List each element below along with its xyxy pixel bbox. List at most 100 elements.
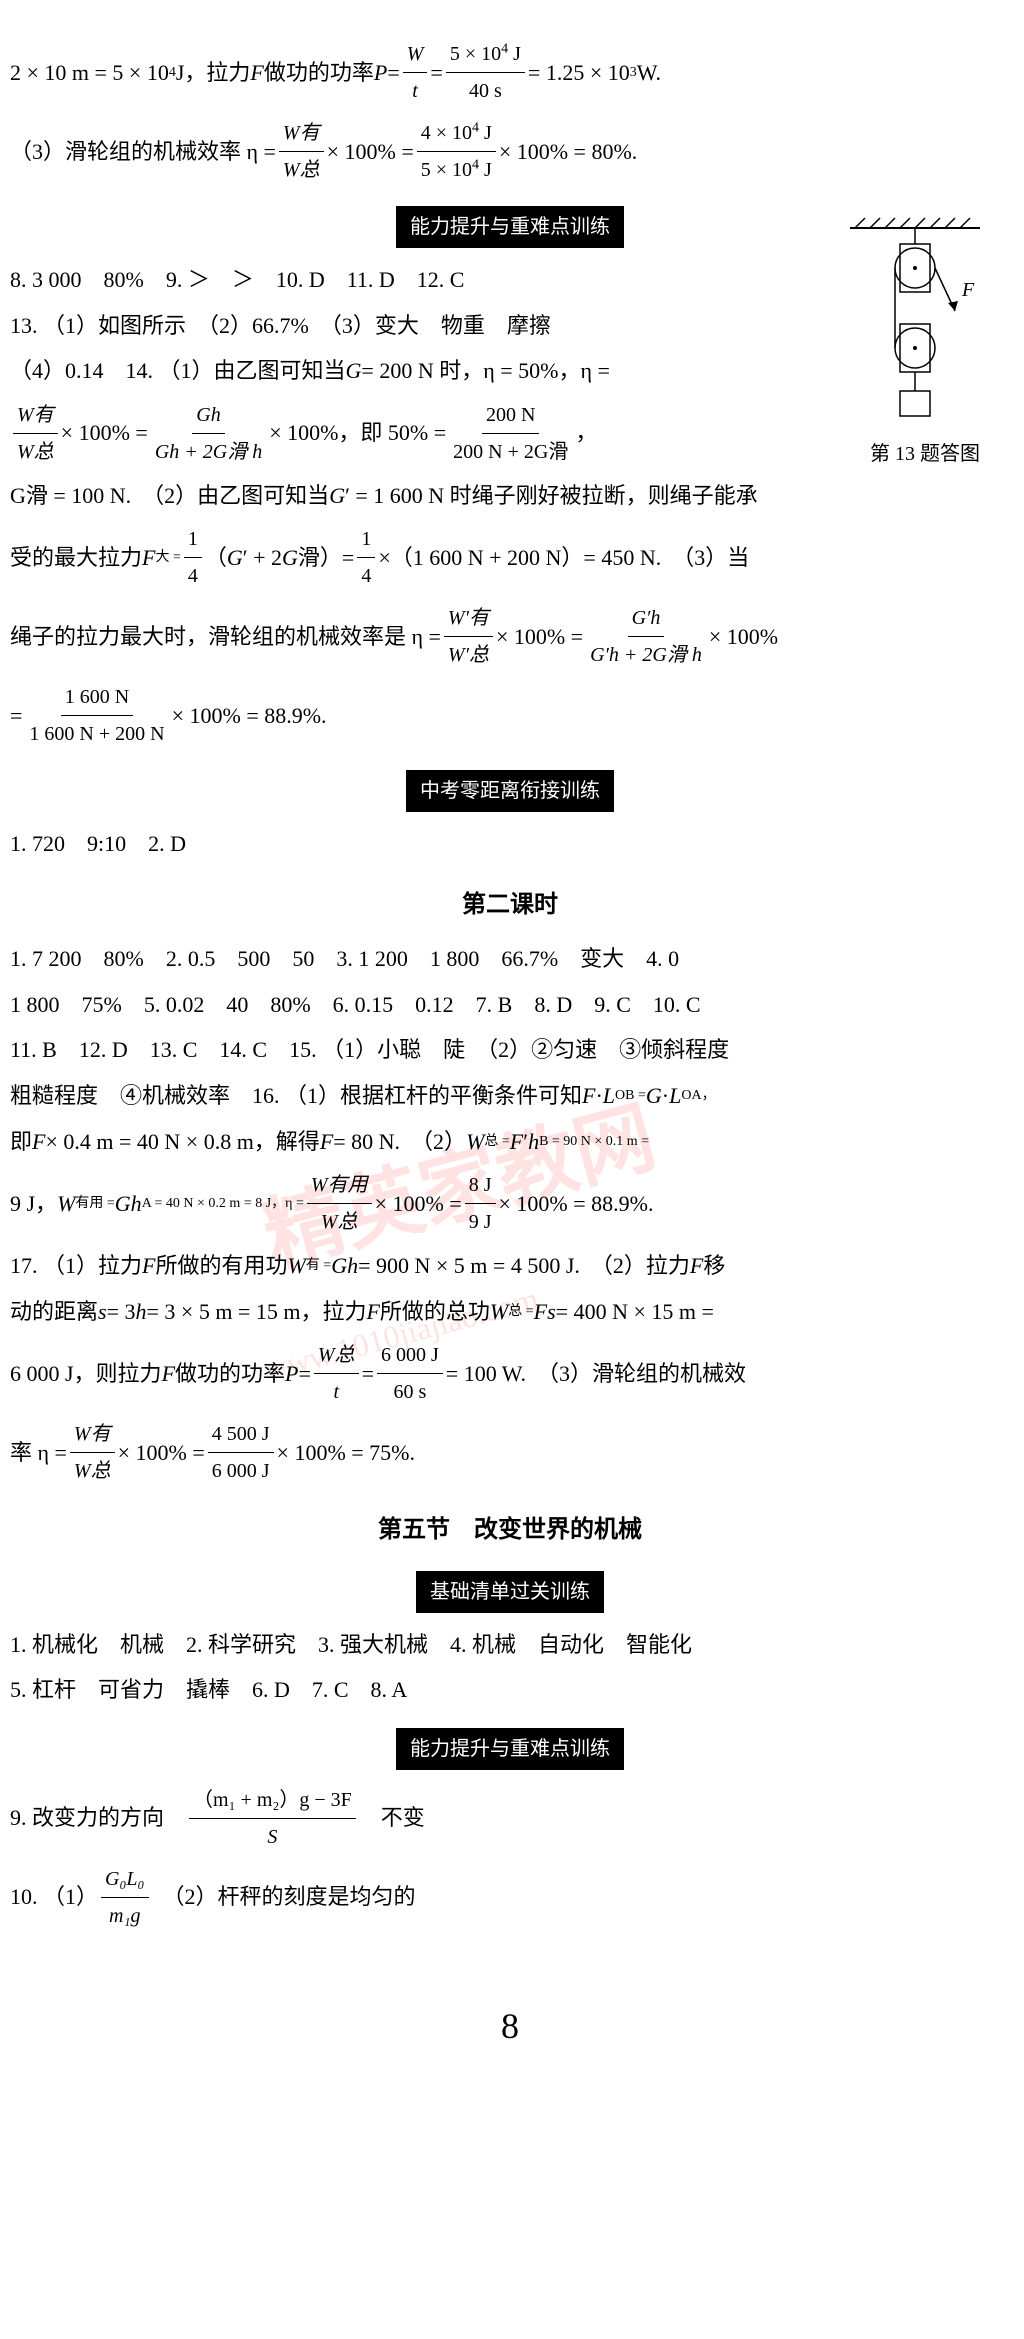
text: 率 η =	[10, 1433, 67, 1473]
var: F	[320, 1122, 333, 1162]
var: Gh	[115, 1184, 142, 1224]
den: t	[329, 1374, 343, 1410]
den: W总	[70, 1453, 115, 1489]
text: = 3	[107, 1292, 136, 1332]
den: 1 600 N + 200 N	[25, 716, 168, 752]
text: × 100%，即 50% =	[269, 413, 446, 453]
text-line: 17. （1）拉力 F 所做的有用功 W有 = Gh = 900 N × 5 m…	[10, 1246, 1010, 1286]
text: × 100%	[709, 617, 778, 657]
text: 移	[703, 1246, 725, 1286]
text: 即	[10, 1122, 32, 1162]
text-line: 率 η = W有W总 × 100% = 4 500 J6 000 J × 100…	[10, 1416, 1010, 1489]
text: ′ = 1 600 N 时绳子刚好被拉断，则绳子能承	[345, 476, 758, 516]
sub: 大 =	[155, 545, 180, 570]
text-line: 1. 机械化 机械 2. 科学研究 3. 强大机械 4. 机械 自动化 智能化	[10, 1625, 1010, 1665]
text-line: = 1 600 N1 600 N + 200 N × 100% = 88.9%.	[10, 679, 1010, 752]
den: 5 × 104 J	[417, 152, 496, 188]
var: F	[142, 538, 155, 578]
sub: A = 40 N × 0.2 m = 8 J，η =	[142, 1191, 304, 1216]
text: × 100% = 88.9%.	[499, 1184, 654, 1224]
sup: 3	[630, 60, 637, 85]
fraction: 4 × 104 J 5 × 104 J	[417, 115, 496, 188]
svg-text:F: F	[961, 279, 975, 301]
var: F	[366, 1292, 379, 1332]
text-line: 绳子的拉力最大时，滑轮组的机械效率是 η = W′有W′总 × 100% = G…	[10, 600, 1010, 673]
page-number: 8	[10, 1994, 1010, 2059]
num: Gh	[192, 397, 224, 434]
text: 17. （1）拉力	[10, 1246, 142, 1286]
den: 9 J	[465, 1204, 496, 1240]
num: 1	[357, 521, 375, 558]
num: W有	[70, 1416, 115, 1453]
num: 8 J	[465, 1167, 496, 1204]
den: t	[408, 73, 422, 109]
sub: 总 =	[508, 1299, 533, 1324]
var: F	[142, 1246, 155, 1286]
text: 受的最大拉力	[10, 538, 142, 578]
text-line: G滑 = 100 N. （2）由乙图可知当 G′ = 1 600 N 时绳子刚好…	[10, 476, 1010, 516]
section-box: 能力提升与重难点训练	[396, 206, 624, 248]
text: 所做的总功	[380, 1292, 490, 1332]
sup: 4	[472, 157, 479, 172]
text: ′ + 2	[243, 538, 282, 578]
text-line: 9. 改变力的方向 （m₁ + m₂）g − 3FS 不变	[10, 1782, 1010, 1855]
text-line: 5. 杠杆 可省力 撬棒 6. D 7. C 8. A	[10, 1670, 1010, 1710]
var: G	[227, 538, 243, 578]
num: W有	[13, 397, 58, 434]
sup: 4	[169, 60, 176, 85]
var: F	[32, 1122, 45, 1162]
text: J	[479, 159, 492, 181]
var: s	[98, 1292, 107, 1332]
var: W	[466, 1122, 484, 1162]
var: L	[669, 1076, 681, 1116]
text: 粗糙程度 ④机械效率 16. （1）根据杠杆的平衡条件可知	[10, 1076, 582, 1116]
den: Gh + 2G滑 h	[151, 434, 266, 470]
text-line: 1. 720 9:10 2. D	[10, 824, 1010, 864]
text-line: 1. 7 200 80% 2. 0.5 500 50 3. 1 200 1 80…	[10, 939, 1010, 979]
text-line: 受的最大拉力 F大 = 14 （G′ + 2G滑）= 14 ×（1 600 N …	[10, 521, 1010, 594]
num: 6 000 J	[377, 1337, 443, 1374]
text: = 1.25 × 10	[528, 53, 630, 93]
den: m₁g	[105, 1898, 144, 1934]
lesson-header: 第二课时	[10, 884, 1010, 927]
text: 5 × 10	[421, 159, 472, 181]
var: W	[287, 1246, 305, 1286]
text: × 100% =	[61, 413, 148, 453]
num: G′h	[628, 600, 665, 637]
var: G	[282, 538, 298, 578]
text: 做功的功率	[264, 53, 374, 93]
sub: 总 =	[484, 1129, 509, 1154]
text-line: 动的距离 s = 3 h = 3 × 5 m = 15 m，拉力 F 所做的总功…	[10, 1292, 1010, 1332]
text-line: 6 000 J，则拉力 F 做功的功率 P = W总t = 6 000 J60 …	[10, 1337, 1010, 1410]
num: 200 N	[482, 397, 539, 434]
text-line: （3）滑轮组的机械效率 η = W有W总 × 100% = 4 × 104 J …	[10, 115, 1010, 188]
text: =	[298, 1354, 310, 1394]
var: P	[285, 1354, 298, 1394]
den: 6 000 J	[208, 1453, 274, 1489]
text-line: 粗糙程度 ④机械效率 16. （1）根据杠杆的平衡条件可知 F · LOB = …	[10, 1076, 1010, 1116]
section-box: 基础清单过关训练	[416, 1571, 604, 1613]
var: h	[136, 1292, 147, 1332]
sub: OA，	[681, 1083, 715, 1108]
text: 9. 改变力的方向	[10, 1798, 186, 1838]
fraction: 14	[184, 521, 202, 594]
text: （2）杆秤的刻度是均匀的	[152, 1877, 416, 1917]
text: × 100% = 80%.	[499, 132, 637, 172]
text: = 100 W. （3）滑轮组的机械效	[446, 1354, 746, 1394]
section-box: 能力提升与重难点训练	[396, 1728, 624, 1770]
text: ，	[575, 413, 597, 453]
fraction: W有W总	[279, 115, 324, 188]
text: （3）滑轮组的机械效率 η =	[10, 132, 276, 172]
den: 200 N + 2G滑	[449, 434, 572, 470]
fraction: W有W总	[13, 397, 58, 470]
text: =	[10, 696, 22, 736]
den: 4	[357, 558, 375, 594]
text: 不变	[359, 1798, 425, 1838]
num: G₀L₀	[101, 1861, 148, 1898]
fraction: G′hG′h + 2G滑 h	[586, 600, 706, 673]
section-header: 基础清单过关训练	[10, 1571, 1010, 1613]
num: （m₁ + m₂）g − 3F	[189, 1782, 356, 1819]
text: J	[508, 43, 521, 65]
text: ·	[595, 1076, 602, 1116]
text: = 80 N. （2）	[333, 1122, 466, 1162]
